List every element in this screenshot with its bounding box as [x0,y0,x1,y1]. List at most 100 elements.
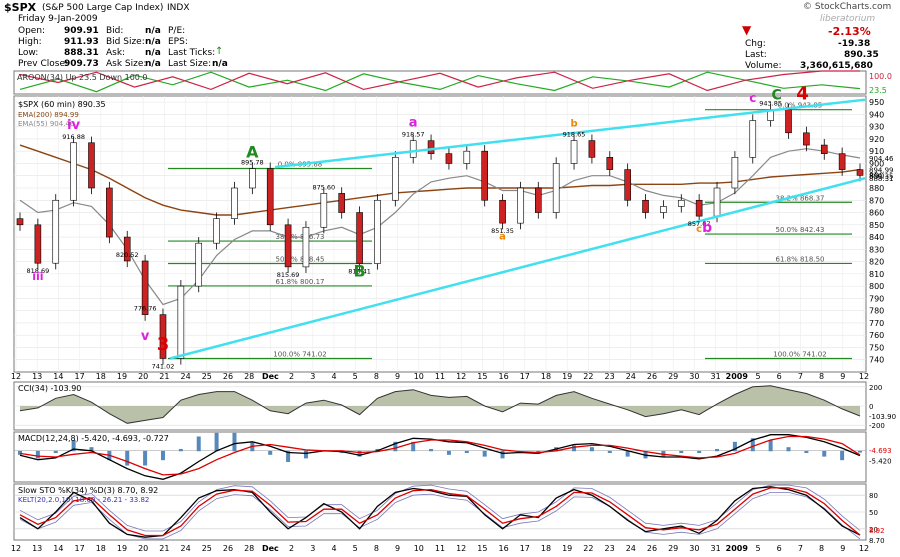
kelt-lower-line [19,491,861,540]
cci-tick-label: -200 [869,422,885,430]
cci-last-label: -103.90 [869,413,896,421]
bid-label: Bid: [106,26,124,36]
x-tick-label: 7 [798,372,803,381]
wave-label: v [141,329,150,344]
x-tick-label-bottom: 18 [541,544,551,553]
wave-label: a [409,116,418,131]
candle [302,226,310,268]
cci-title: CCI(34) -103.90 [18,384,81,393]
x-tick-label-bottom: 4 [331,544,336,553]
macd-signal-line [19,435,861,476]
x-tick-label: 3 [310,372,315,381]
macd-histogram-bar [482,450,487,457]
x-tick-label-bottom: 5 [755,544,760,553]
x-tick-label: 5 [755,372,760,381]
trend-line-upper [274,98,866,169]
macd-histogram-bar [500,450,505,459]
sto-tick-label: 50 [869,509,878,517]
wave-label: c [749,91,756,105]
cci-line [19,385,861,424]
candle [70,142,77,201]
candle [320,193,328,228]
price-right-label: 904.46 [869,155,894,163]
watermark: liberatorium [820,14,876,24]
candle [499,199,506,224]
x-tick-label-bottom: 24 [626,544,636,553]
macd-histogram-bar [464,450,469,454]
wave-label: B [353,261,365,280]
price-label: 875.60 [312,183,335,191]
macd-histogram-bar [446,450,451,455]
macd-histogram-bar [822,450,827,457]
macd-histogram-bar [625,450,630,457]
candle [106,187,113,238]
x-tick-label-bottom: 22 [583,544,593,553]
x-tick-label-bottom: 29 [668,544,678,553]
candle [249,168,256,189]
price-label: 815.69 [277,271,300,279]
macd-histogram-bar [750,438,755,452]
y-tick-label: 830 [869,245,884,254]
x-tick-label: 30 [689,372,699,381]
x-tick-label: 12 [11,372,21,381]
macd-title: MACD(12,24,8) -5.420, -4.693, -0.727 [18,434,169,443]
x-tick-label: 10 [414,372,424,381]
pe-label: P/E: [168,26,186,36]
aroon-title: AROON(34) Up 23.5 Down 100.0 [17,73,148,82]
pct-change: -2.13% [828,25,871,38]
sto-tick-label: 80 [869,492,878,500]
volume-value: 3,360,615,680 [800,61,873,71]
x-tick-label-bottom: 30 [689,544,699,553]
x-tick-label: 2 [289,372,294,381]
y-tick-label: 900 [869,159,884,168]
macd-histogram-bar [607,450,612,454]
y-tick-label: 750 [869,343,884,352]
x-tick-label-bottom: Dec [262,544,279,553]
y-tick-label: 840 [869,233,884,242]
fib-label: 0.0% 943.85 [778,102,823,110]
price-label: 818.69 [26,267,49,275]
x-tick-label: 29 [668,372,678,381]
macd-histogram-bar [196,436,201,452]
y-tick-label: 930 [869,123,884,132]
up-arrow-icon: ↑ [215,46,224,57]
price-label: 741.02 [152,362,175,370]
high-value: 911.93 [64,37,99,47]
price-right-label: 894.99 [869,167,894,175]
x-tick-label: Dec [262,372,279,381]
last-size-value: n/a [212,59,228,69]
symbol: $SPX [4,1,37,14]
candle [588,140,596,158]
price-label: 895.78 [241,159,264,167]
candle [195,242,203,287]
x-tick-label-bottom: 12 [11,544,21,553]
x-tick-label: 17 [520,372,530,381]
aroon-label-down: 100.0 [869,72,892,81]
candle [52,199,60,264]
x-tick-label-bottom: 21 [159,544,169,553]
wave-label: c [696,224,702,235]
prev-close-label: Prev Close: [18,59,69,69]
fib-label: 61.8% 818.50 [776,255,825,263]
x-tick-label-bottom: 17 [520,544,530,553]
bid-size-label: Bid Size: [106,37,145,47]
fib-label: 50.0% 818.45 [276,256,325,264]
wave-label: A [246,142,259,161]
x-tick-label-bottom: 6 [777,544,782,553]
ask-size-label: Ask Size: [106,59,147,69]
candle [856,169,864,176]
candle [16,218,24,226]
macd-histogram-bar [804,450,809,454]
candle [785,109,792,134]
x-tick-label: 14 [53,372,63,381]
candle [392,157,399,201]
fib-label: 61.8% 800.17 [276,278,325,286]
candle [445,153,453,164]
candle [838,153,846,170]
y-tick-label: 770 [869,319,884,328]
x-tick-label: 26 [647,372,657,381]
open-label: Open: [18,26,46,36]
x-tick-label: 8 [819,372,824,381]
cci-area [20,385,860,424]
macd-histogram-bar [732,441,737,452]
